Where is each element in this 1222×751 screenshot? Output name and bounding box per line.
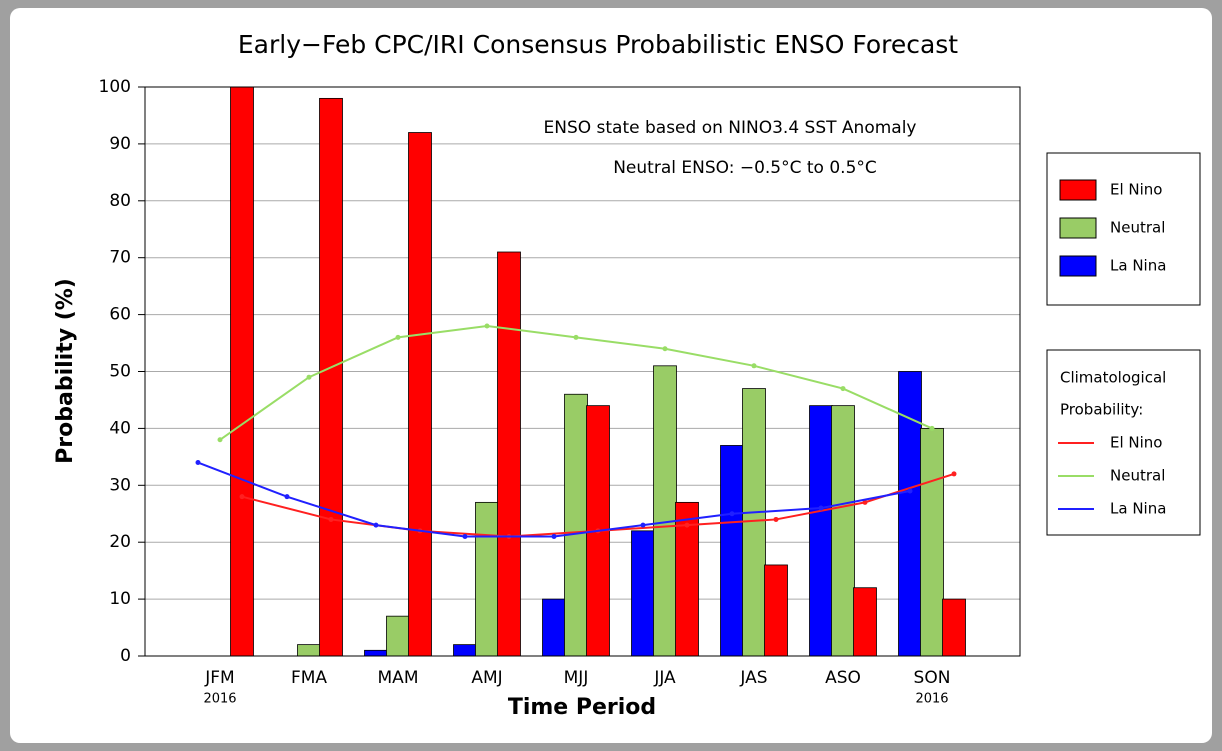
climatology-point — [306, 374, 312, 380]
annotation: Neutral ENSO: −0.5°C to 0.5°C — [613, 158, 877, 178]
legend-swatch — [1059, 179, 1097, 201]
y-tick-label: 80 — [109, 191, 131, 211]
bar — [364, 649, 388, 657]
legend-label: La Nina — [1110, 500, 1166, 518]
climatology-point — [951, 471, 957, 477]
x-tick-sublabel: 2016 — [915, 692, 948, 707]
bar — [297, 644, 321, 657]
bar — [942, 598, 966, 657]
climatology-point — [907, 488, 913, 494]
bar — [542, 598, 566, 657]
legend-label: Neutral — [1110, 219, 1165, 237]
chart-title: Early−Feb CPC/IRI Consensus Probabilisti… — [238, 30, 958, 59]
bar — [631, 530, 655, 657]
bar — [564, 393, 588, 657]
x-tick-label: JFM — [204, 668, 234, 688]
legend-title: Climatological — [1060, 369, 1166, 387]
bar — [453, 644, 477, 657]
bar — [720, 445, 744, 657]
legend-title: Probability: — [1060, 401, 1143, 419]
x-tick-label: MJJ — [564, 668, 589, 688]
annotation: ENSO state based on NINO3.4 SST Anomaly — [543, 118, 916, 138]
y-tick-label: 50 — [109, 362, 131, 382]
x-tick-sublabel: 2016 — [203, 692, 236, 707]
x-tick-label: ASO — [825, 668, 861, 688]
y-tick-label: 10 — [109, 589, 131, 609]
climatology-point — [328, 516, 334, 522]
legend-label: El Nino — [1110, 181, 1163, 199]
x-tick-label: JAS — [739, 668, 767, 688]
y-tick-label: 30 — [109, 475, 131, 495]
bar — [386, 615, 410, 657]
bar — [475, 501, 499, 657]
climatology-point — [840, 386, 846, 392]
plot-frame — [144, 86, 1021, 657]
bar — [230, 86, 254, 657]
legend-swatch — [1059, 255, 1097, 277]
y-axis-label: Probability (%) — [53, 278, 78, 464]
y-tick-label: 60 — [109, 305, 131, 325]
climatology-point — [373, 522, 379, 528]
bar — [920, 427, 944, 657]
legend-swatch — [1059, 217, 1097, 239]
bar — [809, 405, 833, 657]
x-tick-label: MAM — [378, 668, 419, 688]
climatology-point — [862, 499, 868, 505]
climatology-point — [929, 425, 935, 431]
x-tick-label: JJA — [653, 668, 676, 688]
climatology-point — [751, 363, 757, 369]
climatology-point — [729, 511, 735, 517]
climatology-point — [484, 323, 490, 329]
y-tick-label: 90 — [109, 134, 131, 154]
climatology-point — [395, 334, 401, 340]
bar — [319, 97, 343, 657]
climatology-point — [573, 334, 579, 340]
bar — [497, 251, 521, 657]
bar — [831, 405, 855, 657]
climatology-point — [818, 505, 824, 511]
climatology-point — [684, 522, 690, 528]
x-tick-label: FMA — [291, 668, 327, 688]
bar — [853, 587, 877, 657]
legend-label: Neutral — [1110, 467, 1165, 485]
legend-label: La Nina — [1110, 257, 1166, 275]
climatology-point — [284, 494, 290, 500]
climatology-point — [640, 522, 646, 528]
climatology-point — [662, 346, 668, 352]
legend-label: El Nino — [1110, 434, 1163, 452]
y-tick-label: 100 — [99, 77, 131, 97]
climatology-point — [195, 460, 201, 466]
bar — [764, 564, 788, 657]
y-tick-label: 20 — [109, 532, 131, 552]
climatology-point — [551, 534, 557, 540]
x-tick-label: SON — [914, 668, 951, 688]
x-axis-label: Time Period — [508, 695, 656, 720]
y-tick-label: 70 — [109, 248, 131, 268]
y-tick-label: 0 — [120, 646, 131, 666]
climatology-point — [239, 494, 245, 500]
climatology-point — [773, 516, 779, 522]
climatology-point — [217, 437, 223, 443]
climatology-point — [462, 534, 468, 540]
y-tick-label: 40 — [109, 418, 131, 438]
x-tick-label: AMJ — [471, 668, 502, 688]
bar — [408, 132, 432, 657]
bar — [653, 365, 677, 657]
